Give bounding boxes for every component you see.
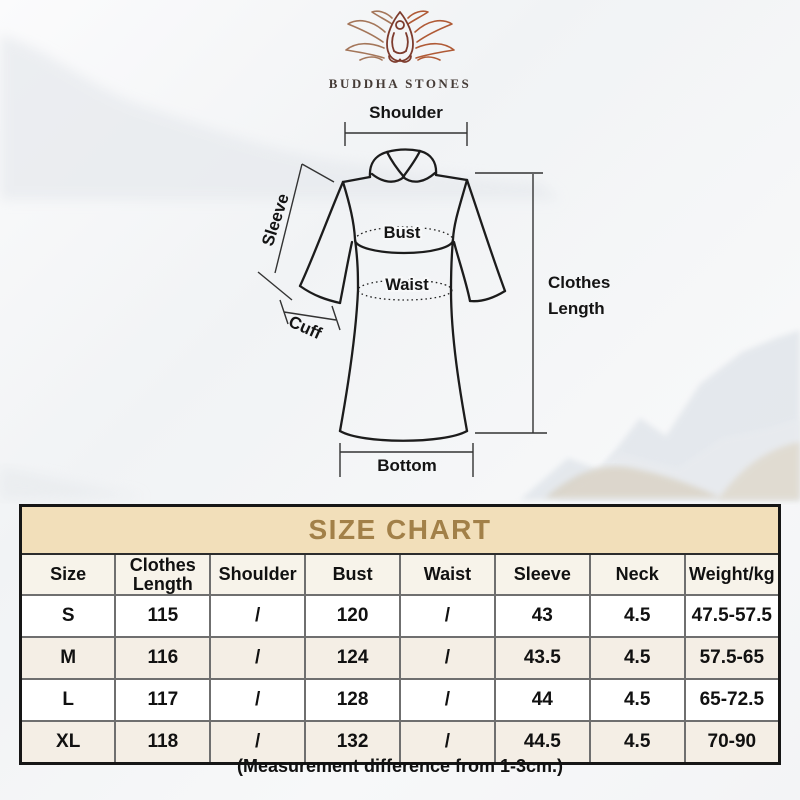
mountain-wash-bottom-left <box>0 466 145 500</box>
cell-waist: / <box>399 678 496 722</box>
cell-bust: 124 <box>304 636 401 680</box>
measurement-note: (Measurement difference from 1-3cm.) <box>236 756 564 776</box>
cell-shoulder: / <box>209 636 307 680</box>
label-clothes-length-line1: Clothes <box>548 273 610 292</box>
cell-sleeve: 43.5 <box>493 636 591 680</box>
cell-waist: / <box>399 720 496 765</box>
label-shoulder: Shoulder <box>369 103 443 122</box>
label-clothes-length-line2: Length <box>548 299 605 318</box>
waist-dotted-line <box>357 279 453 301</box>
cell-waist: / <box>399 636 496 680</box>
cell-clothes-length: 116 <box>114 636 212 680</box>
cell-size: M <box>19 636 117 680</box>
size-chart-table: SIZE CHART Size Clothes Length Shoulder … <box>19 504 781 765</box>
column-header-shoulder: Shoulder <box>209 553 307 596</box>
cell-sleeve: 44 <box>493 678 591 722</box>
size-chart-header-row: Size Clothes Length Shoulder Bust Waist … <box>19 553 781 596</box>
size-chart-title-row: SIZE CHART <box>19 504 781 555</box>
column-header-clothes-length: Clothes Length <box>114 553 212 596</box>
column-header-waist: Waist <box>399 553 496 596</box>
cell-weight: 70-90 <box>683 720 781 765</box>
wall-ridge-tan-right <box>718 442 800 500</box>
cell-shoulder: / <box>209 594 307 638</box>
column-header-sleeve: Sleeve <box>493 553 591 596</box>
cell-neck: 4.5 <box>588 636 686 680</box>
garment-measurement-diagram: Shoulder Sleeve Cuff Bust Waist Clothes … <box>257 103 610 477</box>
cell-weight: 65-72.5 <box>683 678 781 722</box>
column-header-size: Size <box>19 553 117 596</box>
cell-sleeve: 44.5 <box>493 720 591 765</box>
cell-neck: 4.5 <box>588 720 686 765</box>
table-row-xl: XL 118 / 132 / 44.5 4.5 70-90 <box>19 720 781 765</box>
cell-clothes-length: 115 <box>114 594 212 638</box>
cell-size: S <box>19 594 117 638</box>
mountain-wash-top-left <box>0 34 560 200</box>
lotus-buddha-icon <box>345 10 455 63</box>
label-waist: Waist <box>385 276 429 294</box>
label-bottom: Bottom <box>377 456 436 475</box>
cell-clothes-length: 118 <box>114 720 212 765</box>
size-chart-title: SIZE CHART <box>19 504 781 555</box>
cell-weight: 57.5-65 <box>683 636 781 680</box>
dress-outline-graphic <box>298 148 507 442</box>
measurement-lines <box>257 122 547 477</box>
cell-waist: / <box>399 594 496 638</box>
cell-clothes-length: 117 <box>114 678 212 722</box>
cell-shoulder: / <box>209 720 307 765</box>
brand-name: BUDDHA STONES <box>328 76 472 91</box>
brand-logo: BUDDHA STONES <box>0 8 800 92</box>
cell-neck: 4.5 <box>588 678 686 722</box>
cell-shoulder: / <box>209 678 307 722</box>
cell-size: XL <box>19 720 117 765</box>
bust-dotted-line <box>354 226 454 241</box>
wall-ridge-tan <box>545 466 722 498</box>
cell-bust: 132 <box>304 720 401 765</box>
column-header-weight: Weight/kg <box>683 553 781 596</box>
column-header-bust: Bust <box>304 553 401 596</box>
label-cuff: Cuff <box>286 312 325 343</box>
cell-weight: 47.5-57.5 <box>683 594 781 638</box>
column-header-neck: Neck <box>588 553 686 596</box>
table-row-m: M 116 / 124 / 43.5 4.5 57.5-65 <box>19 636 781 680</box>
table-row-l: L 117 / 128 / 44 4.5 65-72.5 <box>19 678 781 722</box>
cell-bust: 120 <box>304 594 401 638</box>
label-bust: Bust <box>384 224 421 242</box>
cell-bust: 128 <box>304 678 401 722</box>
cell-neck: 4.5 <box>588 594 686 638</box>
cell-sleeve: 43 <box>493 594 591 638</box>
table-row-s: S 115 / 120 / 43 4.5 47.5-57.5 <box>19 594 781 638</box>
cell-size: L <box>19 678 117 722</box>
